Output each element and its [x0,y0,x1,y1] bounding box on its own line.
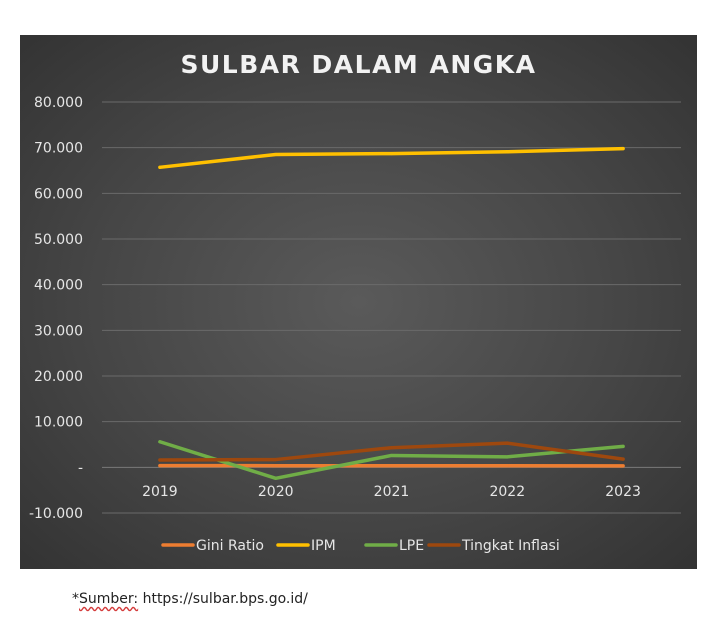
y-tick-label: - [78,460,83,476]
data-point [274,153,278,157]
data-point [158,440,162,444]
y-tick-label: 50.000 [34,232,83,248]
source-prefix: * [72,591,79,607]
legend-label: IPM [311,538,336,554]
x-tick-label: 2023 [605,484,641,500]
data-point [274,476,278,480]
data-point [505,441,509,445]
y-tick-label: -10.000 [29,506,83,522]
source-url: https://sulbar.bps.go.id/ [138,591,308,607]
data-point [158,464,162,468]
source-label: Sumber: [79,591,139,607]
data-point [621,457,625,461]
data-point [274,458,278,462]
x-tick-label: 2021 [374,484,410,500]
data-point [390,152,393,156]
legend-label: LPE [399,538,424,554]
data-point [390,446,393,450]
source-note: *Sumber: https://sulbar.bps.go.id/ [72,591,308,607]
x-tick-label: 2019 [142,484,178,500]
legend-label: Gini Ratio [196,538,264,554]
x-tick-label: 2022 [489,484,525,500]
data-point [390,464,393,468]
chart-panel: SULBAR DALAM ANGKA 80.000 70.000 60.000 50.… [20,35,697,569]
data-point [621,464,625,468]
data-point [505,150,509,154]
data-point [390,453,393,457]
legend-label: Tingkat Inflasi [461,538,560,554]
y-tick-label: 70.000 [34,141,83,157]
data-point [505,464,509,468]
y-tick-label: 40.000 [34,278,83,294]
data-point [158,165,162,169]
data-point [505,455,509,459]
y-tick-label: 30.000 [34,323,83,339]
series-line-ipm [158,146,625,170]
line-chart: SULBAR DALAM ANGKA 80.000 70.000 60.000 50.… [29,50,681,554]
y-tick-label: 60.000 [34,186,83,202]
data-point [158,458,162,462]
data-point [621,444,625,448]
y-tick-label: 80.000 [34,95,83,111]
y-tick-label: 20.000 [34,369,83,385]
x-tick-label: 2020 [258,484,294,500]
chart-title: SULBAR DALAM ANGKA [180,50,536,79]
y-tick-label: 10.000 [34,415,83,431]
data-point [621,147,625,151]
data-point [274,464,278,468]
